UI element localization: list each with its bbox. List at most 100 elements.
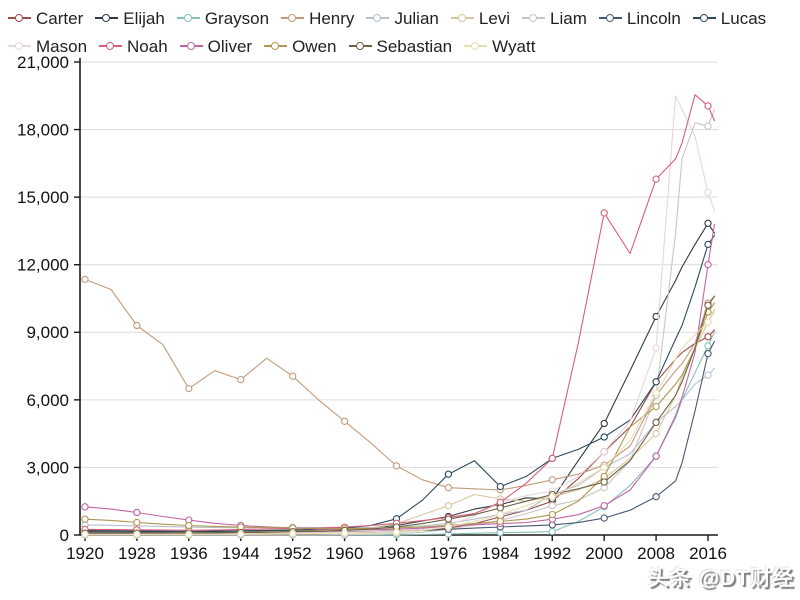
series-marker [704,188,712,197]
legend-circle [457,13,466,22]
legend-label: Lucas [720,8,767,28]
series-marker [289,372,297,380]
legend-marker-icon [8,40,31,52]
legend-item-grayson[interactable]: Grayson [176,6,269,30]
series-wyatt [81,311,716,538]
series-marker [496,517,504,526]
series-marker [652,389,660,397]
legend-marker-icon [450,12,474,24]
series-marker [652,429,660,438]
series-marker [444,502,453,510]
series-owen [81,302,716,533]
series-marker [496,510,504,519]
series-marker [340,417,349,425]
series-marker [600,514,608,522]
legend-label: Noah [127,36,168,56]
legend-marker-icon [464,40,488,52]
series-line-liam [84,108,716,536]
legend-label: Henry [309,8,355,28]
legend-item-julian[interactable]: Julian [366,6,439,30]
legend-item-lucas[interactable]: Lucas [692,6,767,30]
legend-item-elijah[interactable]: Elijah [95,6,165,30]
series-marker [81,503,89,511]
legend-marker-icon [264,40,288,52]
series-marker [392,462,401,470]
legend-marker-icon [99,40,123,52]
legend-item-levi[interactable]: Levi [450,6,510,30]
legend-label: Owen [292,36,337,56]
legend-item-wyatt[interactable]: Wyatt [464,34,535,58]
series-marker [704,102,712,110]
legend-label: Oliver [207,36,253,56]
series-oliver [81,223,716,534]
legend-circle [373,13,382,22]
series-marker [548,476,556,484]
legend-label: Wyatt [492,36,536,56]
legend-item-mason[interactable]: Mason [8,34,87,58]
legend-item-sebastian[interactable]: Sebastian [348,34,452,58]
series-marker [444,470,453,478]
series-marker [600,419,608,428]
series-marker [652,378,660,386]
series-marker [704,240,712,249]
series-marker [133,508,141,517]
legend-item-oliver[interactable]: Oliver [179,34,253,58]
x-tick-label: 2008 [637,544,675,563]
series-line-wyatt [84,311,716,535]
legend-label: Julian [394,8,439,28]
legend-label: Lincoln [626,8,681,28]
series-marker [548,502,556,510]
series-marker [652,175,660,183]
series-marker [185,384,193,393]
watermark: 头条 @DT财经 [647,567,794,590]
series-marker [704,333,712,341]
series-marker [548,454,556,463]
series-marker [652,418,660,427]
series-marker [600,433,608,441]
series-marker [652,402,660,411]
legend-item-carter[interactable]: Carter [8,6,83,30]
legend-item-liam[interactable]: Liam [522,6,587,30]
legend-item-lincoln[interactable]: Lincoln [598,6,681,30]
x-tick-label: 1936 [170,544,208,563]
series-henry [81,275,716,494]
x-tick-label: 1984 [481,544,519,563]
legend-marker-icon [348,40,372,52]
y-tick-label: 3,000 [26,458,69,477]
y-tick-label: 12,000 [17,256,69,275]
y-tick-label: 6,000 [26,391,69,410]
series-marker [81,275,89,284]
y-tick-label: 18,000 [17,121,69,140]
x-tick-label: 1992 [533,544,571,563]
x-tick-label: 1920 [66,544,104,563]
legend-circle [355,41,364,50]
legend-circle [15,13,23,22]
legend-marker-icon [692,12,716,24]
series-marker [81,515,89,523]
series-grayson [81,331,716,539]
series-marker [548,510,556,519]
legend-circle [15,41,23,50]
series-lincoln [81,340,716,537]
legend-circle [186,41,195,50]
series-marker [133,530,141,538]
x-tick-label: 2016 [689,544,727,563]
series-marker [704,219,712,227]
legend-label: Elijah [123,8,165,28]
legend-item-owen[interactable]: Owen [264,34,337,58]
series-marker [133,321,141,330]
series-line-sebastian [84,295,716,534]
legend-marker-icon [179,40,203,52]
legend-item-henry[interactable]: Henry [281,6,354,30]
legend-item-noah[interactable]: Noah [99,34,168,58]
x-tick-label: 1952 [274,544,312,563]
series-marker [704,122,712,130]
series-marker [392,528,401,536]
series-marker [704,261,712,269]
series-marker [237,530,245,538]
series-marker [185,530,193,538]
y-tick-label: 0 [60,526,69,545]
series-marker [704,371,712,379]
legend-circle [106,41,115,50]
series-marker [600,448,608,456]
